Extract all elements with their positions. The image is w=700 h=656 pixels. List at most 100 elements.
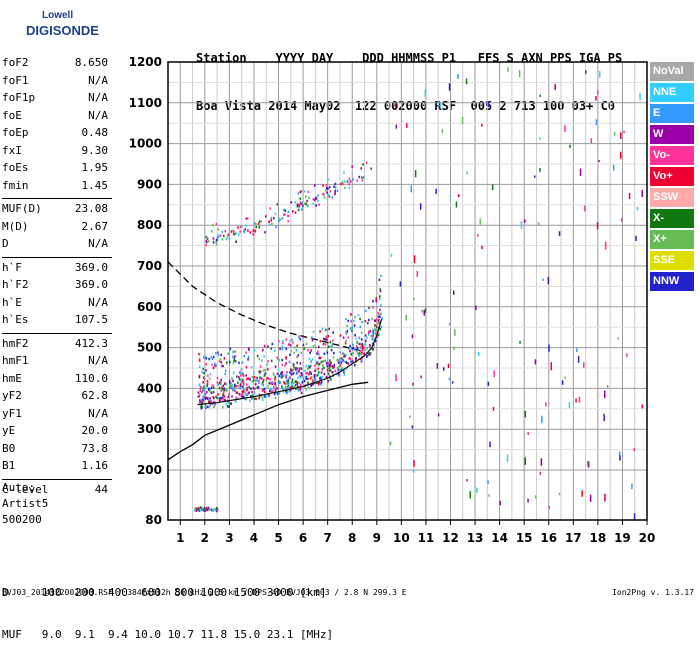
f2-echo-point — [308, 373, 310, 376]
noise-echo-point — [635, 235, 637, 242]
f2-echo-point — [354, 357, 357, 360]
f2-echo-point — [282, 374, 285, 377]
f2-echo-point — [230, 395, 233, 398]
f2-echo-point — [338, 374, 340, 377]
f2-echo-point — [205, 369, 207, 372]
f2-echo-point — [201, 386, 204, 390]
noise-echo-point — [481, 123, 483, 127]
f2-echo-point — [318, 381, 321, 384]
f2-echo-point — [296, 361, 298, 364]
param-value: 369.0 — [74, 278, 108, 291]
f2-echo-point — [371, 317, 374, 321]
plot-frame — [167, 61, 648, 521]
f2-echo-point — [240, 395, 243, 398]
f2-echo-point — [343, 373, 346, 376]
f2-echo-point — [361, 342, 363, 346]
noise-echo-point — [424, 89, 426, 97]
param-separator — [2, 478, 112, 480]
f2-echo-point — [314, 378, 317, 381]
f2-multihop-echo-point — [258, 226, 261, 229]
f2-multihop-echo-point — [269, 207, 272, 210]
f2-echo-point — [326, 351, 329, 355]
noise-echo-point — [492, 407, 495, 411]
f2-echo-point — [302, 335, 304, 338]
noise-echo-point — [488, 494, 490, 497]
f2-echo-point — [290, 368, 292, 372]
f2-echo-point — [218, 381, 221, 385]
f2-echo-point — [199, 389, 202, 393]
f2-echo-point — [299, 383, 302, 387]
f2-echo-point — [273, 373, 275, 377]
f2-echo-point — [379, 297, 381, 300]
f2-multihop-echo-point — [327, 193, 330, 196]
f2-echo-point — [297, 389, 299, 392]
f2-multihop-echo-point — [270, 216, 273, 220]
noise-echo-point — [395, 124, 398, 129]
f2-multihop-echo-point — [235, 240, 237, 243]
param-row: yF2 62.8 — [2, 389, 110, 403]
f2-echo-point — [242, 385, 244, 388]
f2-echo-point — [280, 372, 282, 375]
f2-echo-point — [310, 360, 312, 363]
param-value: 369.0 — [74, 260, 108, 274]
f2-echo-point — [323, 372, 326, 376]
param-row: h`E N/A — [2, 296, 110, 310]
param-separator — [2, 256, 112, 258]
es-echo-point — [214, 508, 217, 511]
auto-label: Auto: — [2, 481, 36, 494]
f2-echo-point — [300, 374, 303, 377]
electron-density-profile — [167, 381, 369, 461]
f2-echo-point — [261, 389, 264, 392]
f2-echo-point — [239, 387, 241, 390]
f2-echo-point — [303, 347, 306, 350]
param-name: h`Es — [2, 313, 29, 326]
f2-multihop-echo-point — [244, 228, 247, 231]
f2-echo-point — [271, 390, 274, 393]
f2-echo-point — [316, 352, 318, 355]
f2-echo-point — [375, 318, 378, 321]
f2-multihop-echo-point — [325, 189, 327, 192]
f2-echo-point — [343, 355, 345, 358]
f2-echo-point — [267, 360, 269, 363]
f2-echo-point — [296, 367, 298, 370]
noise-echo-point — [641, 404, 643, 409]
f2-multihop-echo-point — [292, 210, 294, 213]
f2-echo-point — [267, 393, 270, 396]
f2-multihop-echo-point — [333, 185, 335, 188]
f2-echo-point — [285, 374, 288, 377]
f2-echo-point — [350, 352, 353, 356]
f2-multihop-echo-point — [255, 222, 257, 225]
f2-multihop-echo-point — [205, 240, 208, 243]
f2-echo-point — [317, 381, 319, 384]
f2-echo-point — [333, 351, 335, 355]
f2-echo-point — [329, 369, 331, 372]
f2-echo-point — [369, 344, 371, 347]
f2-echo-point — [326, 350, 328, 353]
f2-echo-point — [328, 359, 331, 362]
f2-echo-point — [285, 379, 288, 383]
f2-multihop-echo-point — [245, 217, 248, 220]
f2-echo-point — [202, 400, 204, 403]
f2-echo-point — [357, 352, 359, 356]
f2-echo-point — [345, 331, 347, 334]
f2-echo-point — [366, 336, 368, 339]
f2-multihop-echo-point — [268, 220, 270, 224]
f2-echo-point — [209, 397, 211, 400]
f2-echo-point — [219, 381, 222, 384]
f2-echo-point — [308, 386, 310, 389]
f2-multihop-echo-point — [342, 182, 344, 186]
f2-echo-point — [220, 383, 222, 386]
f2-echo-point — [208, 357, 210, 361]
f2-multihop-echo-point — [362, 163, 364, 166]
param-value: 110.0 — [74, 371, 108, 385]
f2-echo-point — [228, 379, 231, 383]
f2-echo-point — [270, 382, 273, 385]
noise-echo-point — [554, 83, 556, 91]
f2-echo-point — [274, 382, 276, 385]
f2-echo-point — [348, 357, 351, 360]
f2-echo-point — [222, 406, 224, 409]
f2-echo-point — [231, 384, 233, 388]
f2-echo-point — [296, 381, 299, 385]
f2-multihop-echo-point — [252, 229, 255, 232]
f2-echo-point — [308, 357, 311, 361]
